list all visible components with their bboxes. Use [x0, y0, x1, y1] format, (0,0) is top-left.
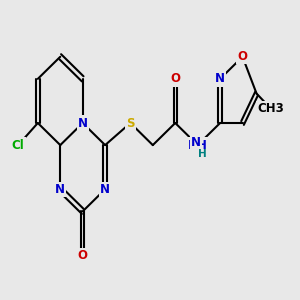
Text: N: N	[78, 116, 88, 130]
Text: O: O	[78, 249, 88, 262]
Text: N: N	[191, 136, 201, 149]
Text: O: O	[238, 50, 248, 63]
Text: CH3: CH3	[257, 102, 284, 115]
Text: N: N	[215, 72, 225, 85]
Text: NH: NH	[188, 139, 208, 152]
Text: N: N	[55, 183, 65, 196]
Text: O: O	[170, 72, 180, 85]
Text: S: S	[126, 116, 135, 130]
Text: H: H	[198, 149, 207, 159]
Text: Cl: Cl	[12, 139, 25, 152]
Text: N: N	[100, 183, 110, 196]
